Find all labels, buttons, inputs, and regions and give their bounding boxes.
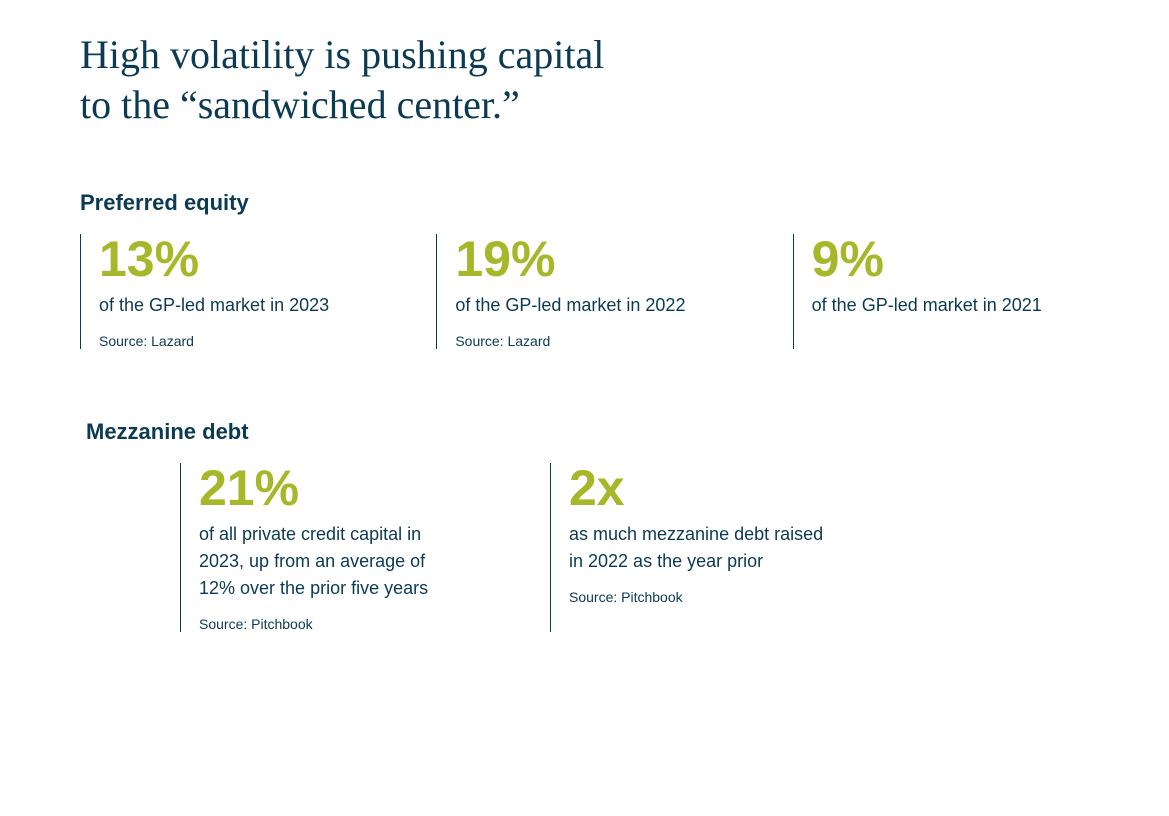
stat-row-preferred-equity: 13% of the GP-led market in 2023 Source:… — [80, 234, 1089, 349]
headline-line-2: to the “sandwiched center.” — [80, 82, 520, 127]
stat-source: Source: Pitchbook — [199, 616, 490, 632]
stat-value: 9% — [812, 234, 1089, 284]
stat-source: Source: Lazard — [455, 333, 732, 349]
section-label-mezzanine-debt: Mezzanine debt — [86, 419, 1089, 445]
stat-desc: as much mezzanine debt raised in 2022 as… — [569, 521, 829, 575]
headline-line-1: High volatility is pushing capital — [80, 32, 604, 77]
stat-source: Source: Lazard — [99, 333, 376, 349]
stat-card: 13% of the GP-led market in 2023 Source:… — [80, 234, 376, 349]
stat-desc: of the GP-led market in 2023 — [99, 292, 359, 319]
section-label-preferred-equity: Preferred equity — [80, 190, 1089, 216]
page-headline: High volatility is pushing capital to th… — [80, 30, 780, 130]
stat-desc: of the GP-led market in 2022 — [455, 292, 715, 319]
stat-source: Source: Pitchbook — [569, 589, 860, 605]
stat-value: 13% — [99, 234, 376, 284]
stat-row-mezzanine-debt: 21% of all private credit capital in 202… — [80, 463, 1089, 632]
stat-card: 2x as much mezzanine debt raised in 2022… — [550, 463, 860, 632]
stat-desc: of the GP-led market in 2021 — [812, 292, 1072, 319]
stat-value: 19% — [455, 234, 732, 284]
stat-card: 21% of all private credit capital in 202… — [180, 463, 490, 632]
stat-desc: of all private credit capital in 2023, u… — [199, 521, 459, 602]
stat-card: 9% of the GP-led market in 2021 — [793, 234, 1089, 349]
stat-value: 2x — [569, 463, 860, 513]
stat-card: 19% of the GP-led market in 2022 Source:… — [436, 234, 732, 349]
stat-value: 21% — [199, 463, 490, 513]
